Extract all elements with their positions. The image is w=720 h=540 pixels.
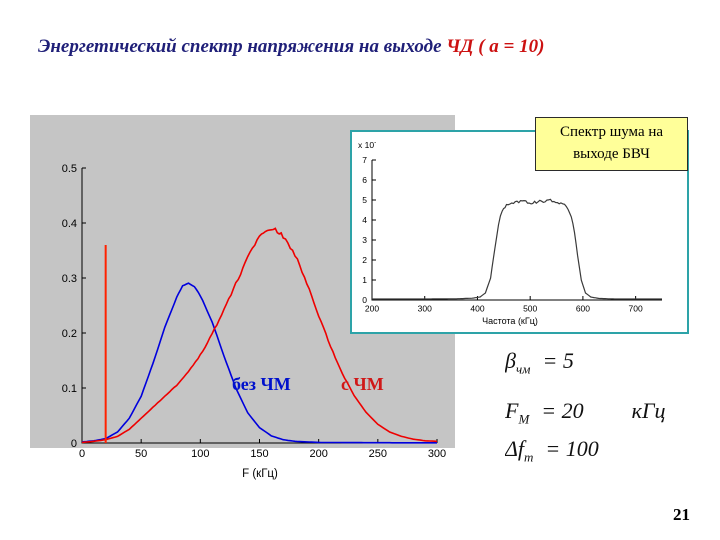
x-tick-label: 600 bbox=[576, 304, 590, 314]
exponent-label: x 10- bbox=[358, 139, 376, 150]
y-tick-label: 1 bbox=[362, 275, 367, 285]
axes bbox=[371, 160, 662, 301]
x-axis-label: Частота (кГц) bbox=[482, 316, 538, 326]
formula-beta-value: = 5 bbox=[542, 348, 574, 373]
x-tick-label: 50 bbox=[135, 448, 147, 460]
series-line-0 bbox=[81, 282, 437, 444]
formula-delta-f-value: = 100 bbox=[545, 436, 599, 461]
formula-fm-symbol: FМ bbox=[505, 398, 530, 427]
exponent-sup: - bbox=[374, 139, 376, 146]
formula-beta-letter: β bbox=[505, 348, 516, 373]
x-tick-label: 200 bbox=[309, 448, 327, 460]
y-tick-label: 0.5 bbox=[62, 163, 77, 175]
formula-delta-f: Δfm = 100 bbox=[505, 436, 687, 470]
x-tick-label: 300 bbox=[428, 448, 446, 460]
x-tick-label: 700 bbox=[629, 304, 643, 314]
x-tick-label: 400 bbox=[470, 304, 484, 314]
y-tick-label: 0 bbox=[71, 438, 77, 450]
y-tick-label: 2 bbox=[362, 255, 367, 265]
y-tick-label: 0.2 bbox=[62, 328, 77, 340]
y-tick-label: 0.1 bbox=[62, 383, 77, 395]
y-tick-label: 0.3 bbox=[62, 273, 77, 285]
noise-callout-line2: выходе БВЧ bbox=[573, 145, 650, 162]
title-highlight-text: ЧД ( a = 10) bbox=[446, 36, 545, 57]
formula-fm-value: = 20 bbox=[541, 398, 584, 423]
x-axis-label: F (кГц) bbox=[242, 468, 278, 480]
formula-delta-f-subscript: m bbox=[524, 449, 534, 465]
series-line-0 bbox=[372, 198, 662, 300]
formula-beta: βчм = 5 bbox=[505, 348, 687, 382]
formula-delta-f-symbol: Δfm bbox=[505, 436, 534, 465]
formula-fm: FМ = 20 кГц bbox=[505, 398, 687, 432]
formula-beta-subscript: чм bbox=[515, 361, 531, 377]
x-tick-label: 300 bbox=[418, 304, 432, 314]
formula-delta-f-letter: Δf bbox=[505, 436, 525, 461]
formula-block: βчм = 5 FМ = 20 кГц Δfm = 100 bbox=[505, 342, 687, 472]
formula-fm-letter: F bbox=[505, 398, 519, 423]
y-tick-label: 4 bbox=[362, 215, 367, 225]
legend-label-bez-chm: без ЧМ bbox=[232, 374, 291, 394]
formula-beta-symbol: βчм bbox=[505, 348, 531, 377]
x-tick-label: 500 bbox=[523, 304, 537, 314]
y-tick-label: 3 bbox=[362, 235, 367, 245]
y-tick-label: 7 bbox=[362, 155, 367, 165]
page-title: Энергетический спектр напряжения на выхо… bbox=[38, 36, 708, 58]
legend-label-s-chm: с ЧМ bbox=[341, 374, 384, 394]
x-tick-label: 0 bbox=[79, 448, 85, 460]
x-tick-label: 100 bbox=[191, 448, 209, 460]
noise-callout-line1: Спектр шума на bbox=[559, 124, 664, 140]
x-tick-label: 200 bbox=[365, 304, 379, 314]
x-tick-label: 250 bbox=[369, 448, 387, 460]
y-tick-label: 0 bbox=[362, 295, 367, 305]
noise-callout: Спектр шума на выходе БВЧ bbox=[535, 117, 688, 171]
page-number: 21 bbox=[673, 505, 690, 524]
y-tick-label: 5 bbox=[362, 195, 367, 205]
x-tick-label: 150 bbox=[250, 448, 268, 460]
formula-fm-subscript: М bbox=[518, 411, 530, 427]
y-tick-label: 0.4 bbox=[62, 218, 77, 230]
formula-fm-unit: кГц bbox=[631, 398, 666, 423]
series-line-1 bbox=[81, 227, 438, 444]
title-main-text: Энергетический спектр напряжения на выхо… bbox=[38, 36, 447, 57]
y-tick-label: 6 bbox=[362, 175, 367, 185]
inset-noise-chart: 200 300 400 500 600 700 0 1 2 3 4 5 6 7 Частота (кГц) x… bbox=[358, 139, 662, 326]
